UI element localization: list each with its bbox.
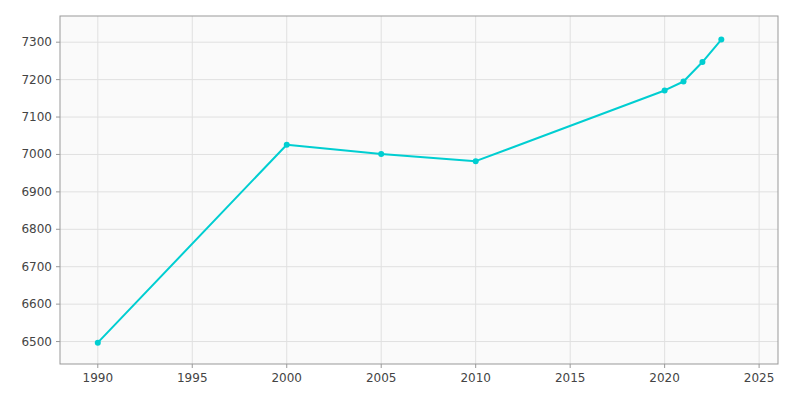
x-tick-label: 2025 xyxy=(744,371,775,385)
y-tick xyxy=(56,154,60,155)
y-tick-label: 7000 xyxy=(21,147,52,161)
plot-frame xyxy=(60,16,778,364)
marks xyxy=(95,37,725,346)
grid xyxy=(60,16,778,364)
y-grid-line xyxy=(60,341,778,342)
y-tick-label: 7300 xyxy=(21,35,52,49)
plot-area xyxy=(60,16,778,364)
y-tick xyxy=(56,229,60,230)
x-tick xyxy=(97,364,98,368)
y-tick xyxy=(56,266,60,267)
x-tick-label: 2000 xyxy=(271,371,302,385)
x-grid-line xyxy=(192,16,193,364)
y-grid-line xyxy=(60,229,778,230)
y-grid-line xyxy=(60,79,778,80)
point xyxy=(95,340,101,346)
x-tick xyxy=(570,364,571,368)
x-tick xyxy=(381,364,382,368)
y-grid-line xyxy=(60,154,778,155)
y-tick xyxy=(56,191,60,192)
x-grid-line xyxy=(759,16,760,364)
y-tick xyxy=(56,42,60,43)
x-grid-line xyxy=(286,16,287,364)
y-tick-label: 6800 xyxy=(21,222,52,236)
axes: 1990 1995 2000 2005 2010 2015 2020 2025 6500 6600… xyxy=(21,35,774,385)
y-tick-label: 6900 xyxy=(21,185,52,199)
x-tick xyxy=(664,364,665,368)
y-grid-line xyxy=(60,42,778,43)
point xyxy=(284,142,290,148)
y-grid-line xyxy=(60,266,778,267)
x-tick-label: 2005 xyxy=(366,371,397,385)
x-tick xyxy=(475,364,476,368)
line xyxy=(98,40,722,343)
x-tick xyxy=(192,364,193,368)
y-grid-line xyxy=(60,191,778,192)
y-tick-label: 6600 xyxy=(21,297,52,311)
x-tick xyxy=(759,364,760,368)
x-tick-label: 1990 xyxy=(83,371,114,385)
y-tick-label: 7200 xyxy=(21,73,52,87)
x-tick-label: 2015 xyxy=(555,371,586,385)
x-grid-line xyxy=(97,16,98,364)
point xyxy=(699,59,705,65)
x-tick-label: 2020 xyxy=(649,371,680,385)
x-grid-line xyxy=(664,16,665,364)
y-grid-line xyxy=(60,117,778,118)
x-grid-line xyxy=(475,16,476,364)
y-tick-label: 6700 xyxy=(21,260,52,274)
point xyxy=(473,158,479,164)
point xyxy=(681,78,687,84)
point xyxy=(662,87,668,93)
x-grid-line xyxy=(570,16,571,364)
y-tick xyxy=(56,304,60,305)
y-tick xyxy=(56,117,60,118)
y-tick-label: 6500 xyxy=(21,335,52,349)
point xyxy=(378,151,384,157)
y-tick xyxy=(56,79,60,80)
point xyxy=(718,37,724,43)
y-grid-line xyxy=(60,304,778,305)
chart: 1990 1995 2000 2005 2010 2015 2020 2025 6500 6600… xyxy=(0,0,800,400)
chart-container: 1990 1995 2000 2005 2010 2015 2020 2025 6500 6600… xyxy=(0,0,800,400)
x-grid-line xyxy=(381,16,382,364)
y-tick-label: 7100 xyxy=(21,110,52,124)
x-tick xyxy=(286,364,287,368)
y-tick xyxy=(56,341,60,342)
x-tick-label: 2010 xyxy=(460,371,491,385)
x-tick-label: 1995 xyxy=(177,371,208,385)
